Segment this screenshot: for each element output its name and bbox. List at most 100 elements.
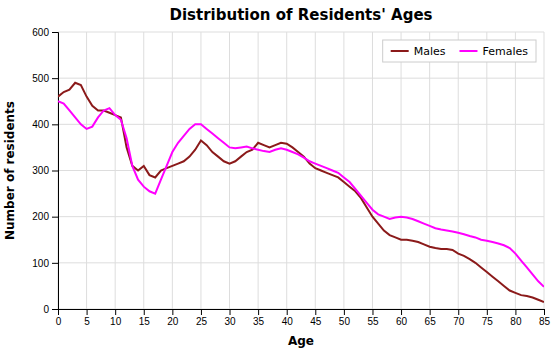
x-tick-mark bbox=[315, 309, 316, 315]
x-tick-label: 30 bbox=[224, 316, 236, 327]
x-tick-mark bbox=[115, 309, 116, 315]
x-tick: 10 bbox=[110, 309, 122, 327]
x-tick: 75 bbox=[482, 309, 494, 327]
chart: 0 5 10 15 20 25 30 35 40 45 50 55 60 65 70 75 80 85 0 100 20… bbox=[0, 0, 560, 353]
x-tick: 60 bbox=[396, 309, 408, 327]
y-tick: 0 bbox=[43, 304, 58, 315]
x-tick-mark bbox=[172, 309, 173, 315]
legend-label: Males bbox=[414, 45, 446, 58]
lines bbox=[58, 83, 544, 302]
series-line bbox=[58, 101, 544, 287]
plot: 0 5 10 15 20 25 30 35 40 45 50 55 60 65 70 75 80 85 0 100 20… bbox=[32, 27, 550, 327]
x-tick-mark bbox=[144, 309, 145, 315]
x-tick-label: 65 bbox=[425, 316, 437, 327]
x-tick-label: 75 bbox=[482, 316, 494, 327]
x-tick-mark bbox=[487, 309, 488, 315]
x-tick-label: 50 bbox=[339, 316, 351, 327]
legend-label: Females bbox=[482, 45, 528, 58]
x-tick: 65 bbox=[425, 309, 437, 327]
x-axis-line bbox=[59, 310, 545, 316]
x-tick: 50 bbox=[339, 309, 351, 327]
y-axis-line bbox=[52, 33, 59, 310]
grid bbox=[58, 32, 544, 309]
x-tick: 70 bbox=[453, 309, 465, 327]
x-tick: 85 bbox=[539, 309, 551, 327]
x-tick-label: 85 bbox=[539, 316, 551, 327]
x-tick-mark bbox=[230, 309, 231, 315]
y-tick-mark bbox=[52, 171, 58, 172]
y-tick: 200 bbox=[32, 211, 58, 222]
x-tick-mark bbox=[372, 309, 373, 315]
x-tick-label: 25 bbox=[196, 316, 208, 327]
legend-item: Males bbox=[391, 45, 446, 58]
x-tick-label: 5 bbox=[84, 316, 90, 327]
series-line bbox=[58, 83, 544, 302]
y-tick-label: 200 bbox=[32, 211, 49, 222]
x-tick-mark bbox=[87, 309, 88, 315]
x-tick-label: 55 bbox=[367, 316, 379, 327]
x-tick-mark bbox=[287, 309, 288, 315]
y-tick: 400 bbox=[32, 119, 58, 130]
x-tick: 25 bbox=[196, 309, 208, 327]
x-tick-mark bbox=[201, 309, 202, 315]
x-axis-label: Age bbox=[288, 334, 314, 348]
y-tick-label: 0 bbox=[43, 304, 49, 315]
x-tick-mark bbox=[544, 309, 545, 315]
x-tick-label: 80 bbox=[510, 316, 522, 327]
x-tick-label: 45 bbox=[310, 316, 322, 327]
x-tick-label: 40 bbox=[282, 316, 294, 327]
y-tick: 500 bbox=[32, 73, 58, 84]
x-tick-label: 15 bbox=[139, 316, 151, 327]
x-tick-label: 35 bbox=[253, 316, 265, 327]
x-tick: 5 bbox=[84, 309, 90, 327]
y-grid-line bbox=[58, 216, 544, 217]
y-tick-mark bbox=[52, 217, 58, 218]
x-tick: 0 bbox=[56, 309, 62, 327]
y-grid-line bbox=[58, 78, 544, 79]
y-tick-mark bbox=[52, 263, 58, 264]
y-tick-mark bbox=[52, 32, 58, 33]
y-axis: 0 100 200 300 400 500 600 bbox=[32, 27, 58, 315]
y-tick-label: 300 bbox=[32, 165, 49, 176]
y-axis-label: Number of residents bbox=[3, 101, 17, 240]
y-tick-label: 600 bbox=[32, 27, 49, 38]
x-tick-mark bbox=[458, 309, 459, 315]
x-tick-mark bbox=[344, 309, 345, 315]
y-tick-mark bbox=[52, 309, 58, 310]
y-tick-mark bbox=[52, 78, 58, 79]
y-tick: 100 bbox=[32, 258, 58, 269]
x-tick: 15 bbox=[139, 309, 151, 327]
y-tick-label: 100 bbox=[32, 258, 49, 269]
x-tick-mark bbox=[515, 309, 516, 315]
y-grid-line bbox=[58, 124, 544, 125]
x-tick: 80 bbox=[510, 309, 522, 327]
x-tick: 45 bbox=[310, 309, 322, 327]
x-tick-mark bbox=[430, 309, 431, 315]
x-axis: 0 5 10 15 20 25 30 35 40 45 50 55 60 65 70 75 80 85 bbox=[56, 309, 551, 327]
x-tick-label: 0 bbox=[56, 316, 62, 327]
y-grid-line bbox=[58, 170, 544, 171]
y-grid-line bbox=[58, 32, 544, 33]
legend-swatch bbox=[459, 50, 477, 52]
x-tick: 55 bbox=[367, 309, 379, 327]
x-tick: 20 bbox=[167, 309, 179, 327]
x-tick: 35 bbox=[253, 309, 265, 327]
legend-item: Females bbox=[459, 45, 528, 58]
y-tick-mark bbox=[52, 124, 58, 125]
legend: Males Females bbox=[383, 40, 536, 62]
y-grid-line bbox=[58, 262, 544, 263]
x-tick-label: 60 bbox=[396, 316, 408, 327]
x-tick: 40 bbox=[282, 309, 294, 327]
x-tick: 30 bbox=[224, 309, 236, 327]
y-tick-label: 500 bbox=[32, 73, 49, 84]
x-tick-mark bbox=[401, 309, 402, 315]
title: Distribution of Residents' Ages bbox=[170, 6, 433, 24]
x-tick-label: 70 bbox=[453, 316, 465, 327]
legend-swatch bbox=[391, 50, 409, 52]
y-tick: 600 bbox=[32, 27, 58, 38]
y-tick-label: 400 bbox=[32, 119, 49, 130]
x-tick-label: 10 bbox=[110, 316, 122, 327]
x-tick-label: 20 bbox=[167, 316, 179, 327]
y-tick: 300 bbox=[32, 165, 58, 176]
x-tick-mark bbox=[258, 309, 259, 315]
